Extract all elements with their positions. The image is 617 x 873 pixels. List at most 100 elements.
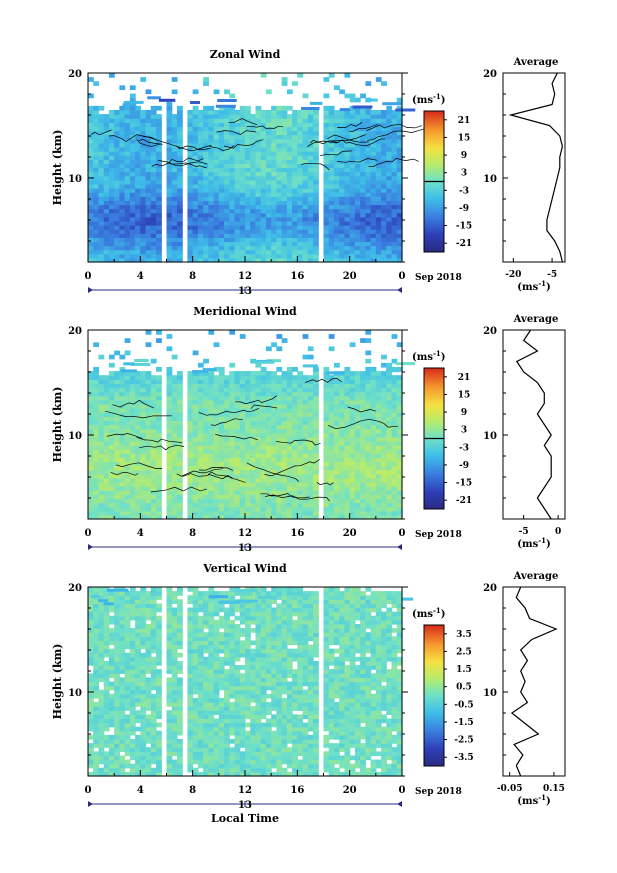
heat-cell bbox=[239, 387, 246, 393]
heat-cell bbox=[370, 490, 377, 495]
heat-cell bbox=[208, 416, 215, 421]
heat-cell bbox=[307, 134, 314, 140]
heat-cell bbox=[103, 702, 110, 707]
heat-cell bbox=[307, 138, 314, 144]
heat-cell bbox=[114, 424, 120, 430]
heat-cell bbox=[349, 163, 356, 169]
heat-cell bbox=[176, 514, 183, 520]
heat-cell bbox=[150, 399, 157, 405]
heat-cell bbox=[381, 465, 387, 471]
heat-cell bbox=[156, 208, 162, 214]
heat-cell bbox=[187, 461, 194, 467]
heat-cell bbox=[119, 502, 126, 508]
heat-cell bbox=[103, 155, 110, 160]
heat-cell bbox=[166, 138, 173, 144]
heat-cell bbox=[307, 445, 314, 450]
heat-cell bbox=[171, 354, 178, 360]
heat-cell bbox=[381, 118, 387, 123]
heat-cell bbox=[381, 403, 387, 409]
heat-cell bbox=[88, 644, 94, 650]
heat-cell bbox=[229, 482, 236, 487]
heat-cell bbox=[187, 233, 194, 238]
heat-cell bbox=[391, 249, 398, 255]
heat-cell bbox=[375, 371, 382, 376]
heat-cell bbox=[93, 461, 100, 467]
heat-cell bbox=[166, 208, 173, 214]
heat-cell bbox=[229, 432, 236, 438]
heat-cell bbox=[391, 229, 398, 234]
heat-cell bbox=[135, 514, 141, 520]
heat-cell bbox=[250, 175, 257, 181]
heat-cell bbox=[245, 432, 251, 438]
heat-cell bbox=[88, 652, 94, 658]
heat-cell bbox=[323, 159, 330, 164]
heat-cell bbox=[108, 498, 115, 504]
heat-cell bbox=[328, 183, 335, 189]
heat-cell bbox=[213, 114, 220, 119]
contour-line bbox=[176, 468, 224, 477]
heat-cell bbox=[124, 179, 131, 185]
heat-cell bbox=[292, 490, 298, 495]
heat-cell bbox=[260, 482, 267, 487]
heat-cell bbox=[140, 375, 147, 380]
heat-cell bbox=[281, 225, 288, 230]
heat-cell bbox=[192, 383, 199, 389]
heat-cell bbox=[313, 126, 319, 132]
heat-cell bbox=[124, 196, 131, 201]
heat-cell bbox=[360, 188, 366, 193]
heat-cell bbox=[150, 387, 157, 393]
heat-cell bbox=[176, 208, 183, 214]
heat-cell bbox=[108, 449, 115, 454]
heat-cell bbox=[156, 338, 162, 343]
heat-cell bbox=[145, 379, 152, 385]
heat-cell bbox=[88, 490, 94, 495]
heat-cell bbox=[370, 436, 377, 442]
heat-cell bbox=[344, 134, 351, 140]
heat-cell bbox=[108, 403, 115, 409]
heat-cell bbox=[213, 375, 220, 380]
heat-cell bbox=[323, 408, 330, 413]
heat-cell bbox=[349, 175, 356, 181]
heat-cell bbox=[333, 383, 340, 389]
heat-cell bbox=[150, 167, 157, 173]
contour-line bbox=[235, 395, 278, 405]
heat-cell bbox=[98, 445, 105, 450]
heat-cell bbox=[396, 342, 403, 348]
heat-cell bbox=[286, 204, 293, 210]
heat-cell bbox=[213, 486, 220, 491]
heat-cell bbox=[129, 440, 136, 446]
heat-streak bbox=[215, 104, 236, 108]
heat-cell bbox=[313, 257, 319, 263]
heat-cell bbox=[255, 241, 262, 247]
heat-cell bbox=[281, 245, 288, 251]
heat-cell bbox=[176, 175, 183, 181]
heat-cell bbox=[281, 122, 288, 128]
heat-cell bbox=[307, 126, 314, 132]
heat-cell bbox=[276, 473, 283, 479]
heat-cell bbox=[323, 118, 330, 123]
heat-cell bbox=[203, 175, 209, 181]
heat-cell bbox=[234, 424, 241, 430]
heat-cell bbox=[297, 383, 304, 389]
heat-cell bbox=[302, 122, 309, 128]
heat-cell bbox=[381, 457, 387, 463]
heat-cell bbox=[386, 249, 393, 255]
heat-cell bbox=[381, 371, 387, 376]
heat-cell bbox=[119, 636, 126, 642]
heat-cell bbox=[129, 257, 136, 263]
heat-cell bbox=[391, 383, 398, 389]
heat-cell bbox=[93, 183, 100, 189]
heat-cell bbox=[229, 196, 236, 201]
heat-cell bbox=[135, 188, 141, 193]
heat-cell bbox=[218, 486, 225, 491]
heat-cell bbox=[328, 204, 335, 210]
heat-cell bbox=[281, 241, 288, 247]
heat-cell bbox=[114, 179, 120, 185]
heat-cell bbox=[171, 249, 178, 255]
heat-cell bbox=[135, 623, 141, 629]
heat-cell bbox=[93, 229, 100, 234]
heat-cell bbox=[339, 118, 346, 123]
heat-streak bbox=[309, 101, 323, 105]
heat-cell bbox=[135, 105, 141, 111]
heat-cell bbox=[135, 399, 141, 405]
